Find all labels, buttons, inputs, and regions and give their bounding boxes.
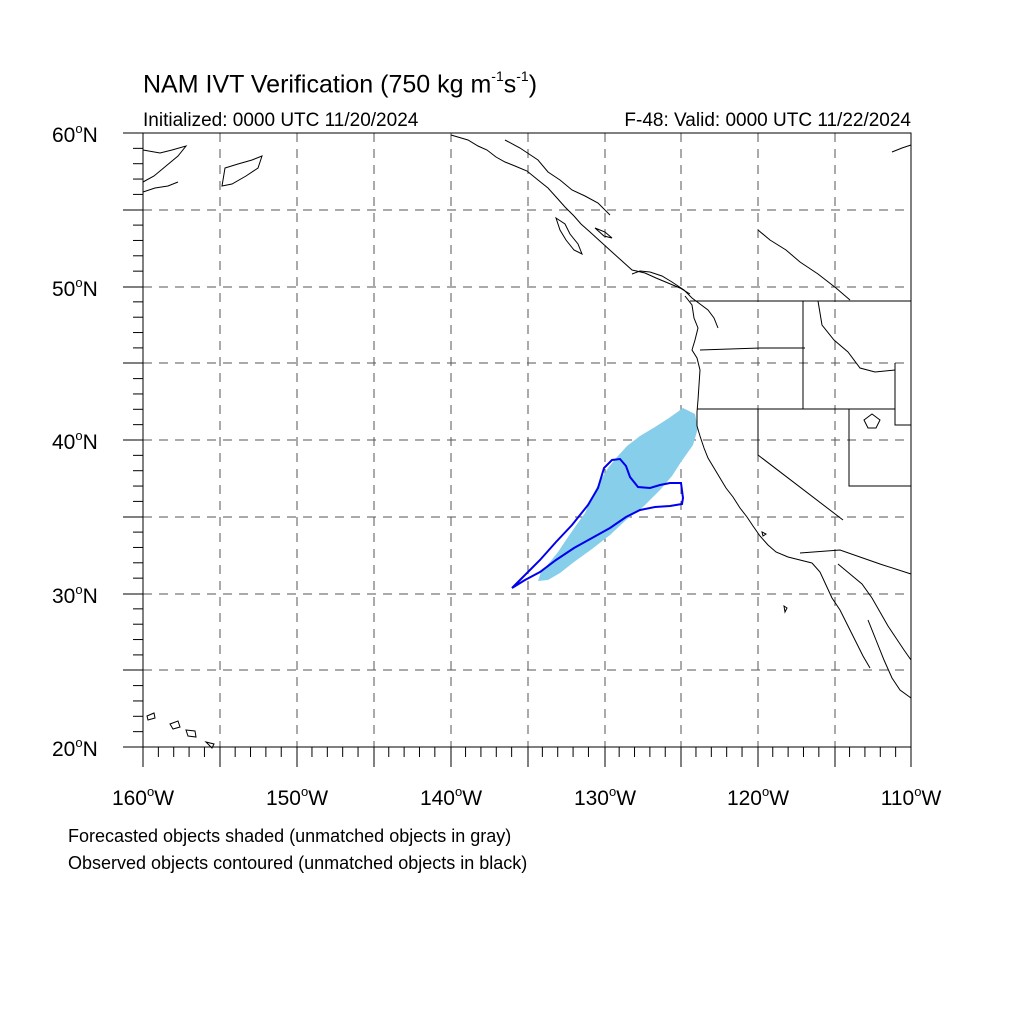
valid-time-label: F-48: Valid: 0000 UTC 11/22/2024 bbox=[624, 110, 911, 131]
init-time-label: Initialized: 0000 UTC 11/20/2024 bbox=[143, 110, 419, 131]
lat-label-40n: 40oN bbox=[52, 428, 98, 454]
forecast-object bbox=[538, 408, 698, 581]
lon-label-150w: 150oW bbox=[265, 784, 329, 810]
coastlines bbox=[142, 134, 912, 749]
chart-title: NAM IVT Verification (750 kg m-1s-1) bbox=[143, 68, 538, 99]
lat-label-50n: 50oN bbox=[52, 275, 98, 301]
minor-ticks bbox=[133, 147, 897, 757]
grid-lines bbox=[143, 133, 911, 747]
lon-label-160w: 160oW bbox=[111, 784, 175, 810]
lat-label-30n: 30oN bbox=[52, 582, 98, 608]
lon-label-130w: 130oW bbox=[573, 784, 637, 810]
lon-label-120w: 120oW bbox=[726, 784, 790, 810]
lat-label-60n: 60oN bbox=[52, 121, 98, 147]
footnote-forecast: Forecasted objects shaded (unmatched obj… bbox=[68, 826, 512, 846]
lon-label-110w: 110oW bbox=[880, 784, 942, 810]
axis-ticks bbox=[123, 132, 912, 767]
footnote-observed: Observed objects contoured (unmatched ob… bbox=[68, 853, 528, 873]
observed-object-contour bbox=[511, 457, 685, 589]
lon-label-140w: 140oW bbox=[419, 784, 483, 810]
lat-label-20n: 20oN bbox=[52, 735, 98, 761]
